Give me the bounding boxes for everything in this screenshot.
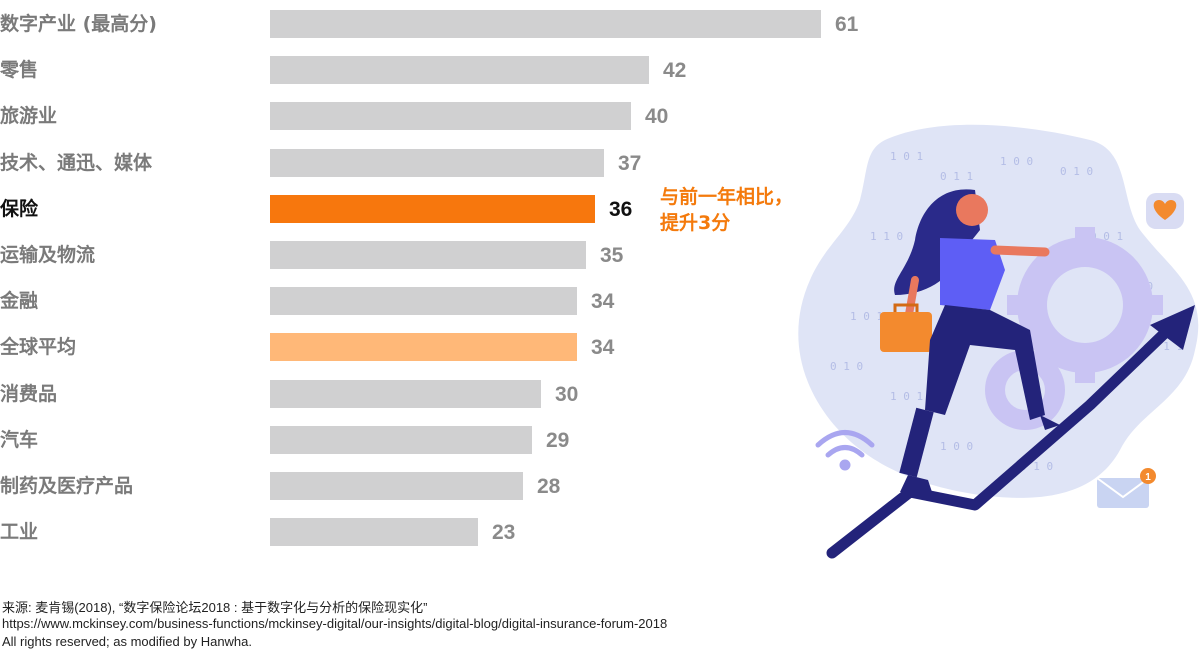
svg-text:0 1 1: 0 1 1 — [940, 170, 973, 183]
value-label: 30 — [555, 382, 579, 406]
value-label: 61 — [835, 13, 859, 36]
svg-text:1 0 1: 1 0 1 — [890, 150, 923, 163]
bar — [270, 518, 478, 547]
svg-text:1 1 0: 1 1 0 — [870, 230, 903, 243]
heart-icon — [1146, 193, 1184, 229]
value-label: 34 — [591, 290, 615, 314]
svg-text:1 0 1: 1 0 1 — [890, 390, 923, 403]
value-label: 42 — [663, 59, 687, 83]
briefcase-icon — [880, 303, 932, 352]
bar — [270, 472, 523, 500]
annotation-line-2: 提升3分 — [660, 212, 731, 234]
svg-text:1 0 0: 1 0 0 — [940, 440, 973, 453]
mail-badge-count: 1 — [1145, 472, 1151, 483]
category-label: 运输及物流 — [0, 244, 96, 266]
category-label: 汽车 — [0, 428, 39, 451]
category-label: 工业 — [0, 521, 39, 544]
svg-text:0 1 0: 0 1 0 — [1060, 165, 1093, 178]
climbing-woman — [880, 189, 1060, 492]
category-label: 制药及医疗产品 — [0, 475, 134, 497]
annotation-line-1: 与前一年相比， — [660, 186, 794, 208]
value-label: 28 — [537, 475, 561, 498]
category-label: 保险 — [0, 197, 39, 220]
source-url: https://www.mckinsey.com/business-functi… — [2, 616, 668, 631]
mail-icon: 1 — [1096, 468, 1156, 508]
svg-text:0 1 0: 0 1 0 — [830, 360, 863, 373]
category-label: 消费品 — [0, 382, 58, 405]
category-label: 数字产业 (最高分) — [0, 13, 157, 35]
bar — [270, 379, 541, 408]
annotation: 与前一年相比， 提升3分 — [660, 184, 793, 236]
svg-text:1 0 0: 1 0 0 — [1000, 155, 1033, 168]
bar — [270, 241, 586, 269]
bar — [270, 10, 821, 38]
wifi-icon — [815, 430, 875, 471]
value-label: 36 — [609, 197, 633, 221]
value-label: 29 — [546, 428, 570, 452]
bar — [270, 102, 631, 131]
rights-note: All rights reserved; as modified by Hanw… — [2, 634, 253, 649]
bar — [270, 148, 604, 177]
bar — [270, 287, 577, 316]
value-label: 23 — [492, 521, 516, 545]
category-label: 金融 — [0, 290, 39, 313]
growth-illustration: 1 0 10 1 11 0 0 0 1 01 1 00 1 1 1 0 10 1… — [798, 124, 1199, 559]
category-label: 旅游业 — [0, 105, 58, 128]
category-label: 技术、通迅、媒体 — [0, 151, 153, 174]
svg-text:1 0 1: 1 0 1 — [850, 310, 883, 323]
value-label: 34 — [591, 336, 615, 360]
gear-icon — [1007, 227, 1163, 383]
category-label: 全球平均 — [0, 336, 77, 359]
category-label: 零售 — [0, 59, 39, 82]
bar — [270, 194, 595, 223]
growth-arrow-icon — [826, 305, 1195, 559]
bar — [270, 333, 577, 362]
value-label: 35 — [600, 244, 624, 267]
value-label: 37 — [618, 151, 642, 175]
bar — [270, 425, 532, 454]
bar — [270, 56, 649, 85]
value-label: 40 — [645, 105, 669, 129]
source-note: 来源: 麦肯锡(2018), “数字保险论坛2018 : 基于数字化与分析的保险… — [2, 600, 428, 615]
